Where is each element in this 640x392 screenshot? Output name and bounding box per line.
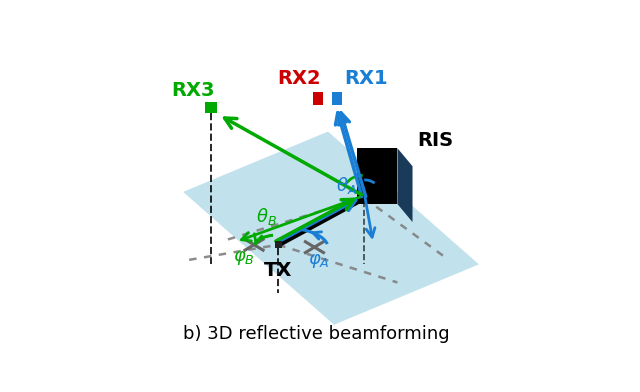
Text: $\varphi_A$: $\varphi_A$ [308,252,330,270]
Text: TX: TX [264,261,292,280]
Text: $\varphi_B$: $\varphi_B$ [232,249,254,267]
Bar [332,92,342,105]
Bar [313,92,323,105]
Bar [205,102,216,113]
Text: $\theta_B$: $\theta_B$ [255,205,276,227]
Polygon shape [397,148,413,222]
Bar [275,241,282,248]
Bar [356,148,397,204]
Polygon shape [183,132,479,325]
Text: b) 3D reflective beamforming: b) 3D reflective beamforming [183,325,450,343]
Text: RX2: RX2 [277,69,321,88]
Text: RX1: RX1 [344,69,388,88]
Text: $\theta_A$: $\theta_A$ [336,175,356,196]
Text: RX3: RX3 [172,81,215,100]
Text: RIS: RIS [417,131,453,150]
